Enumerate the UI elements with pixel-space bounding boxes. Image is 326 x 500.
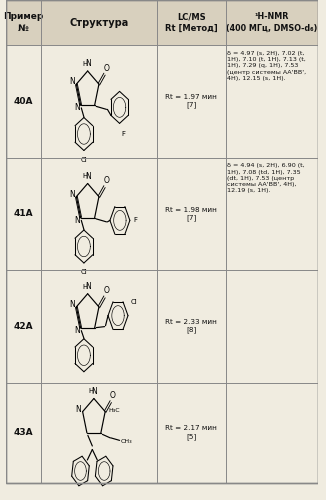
- Bar: [6, 270, 41, 382]
- Text: Cl: Cl: [81, 157, 87, 163]
- Bar: [41, 45, 157, 158]
- Text: Cl: Cl: [81, 270, 87, 276]
- Bar: [6, 158, 41, 270]
- Text: H: H: [88, 388, 94, 394]
- Bar: [226, 0, 318, 45]
- Text: O: O: [103, 176, 109, 185]
- Bar: [6, 0, 41, 45]
- Text: N: N: [69, 190, 75, 198]
- Text: H: H: [82, 284, 88, 290]
- Bar: [6, 382, 41, 482]
- Text: Rt = 2.17 мин
[5]: Rt = 2.17 мин [5]: [165, 426, 217, 440]
- Bar: [41, 270, 157, 382]
- Text: N: N: [74, 216, 80, 225]
- Text: H: H: [82, 174, 88, 180]
- Text: H: H: [82, 61, 88, 67]
- Bar: [226, 158, 318, 270]
- Text: Rt = 2.33 мин
[8]: Rt = 2.33 мин [8]: [165, 319, 217, 334]
- Bar: [226, 45, 318, 158]
- Text: 41A: 41A: [14, 209, 33, 218]
- Bar: [41, 382, 157, 482]
- Bar: [157, 45, 226, 158]
- Text: 42A: 42A: [14, 322, 33, 330]
- Text: ¹H-NMR
(400 МГц, DMSO-d₆): ¹H-NMR (400 МГц, DMSO-d₆): [226, 12, 317, 32]
- Text: N: N: [91, 387, 97, 396]
- Bar: [157, 158, 226, 270]
- Text: F: F: [121, 131, 125, 137]
- Text: N: N: [75, 404, 81, 413]
- Text: Структура: Структура: [69, 18, 129, 28]
- Text: O: O: [110, 391, 115, 400]
- Text: H₃C: H₃C: [108, 408, 120, 412]
- Bar: [41, 0, 157, 45]
- Text: 43A: 43A: [14, 428, 33, 437]
- Text: N: N: [69, 77, 75, 86]
- Text: O: O: [103, 64, 109, 72]
- Text: 40A: 40A: [14, 97, 33, 106]
- Text: Cl: Cl: [130, 298, 137, 304]
- Text: LC/MS
Rt [Метод]: LC/MS Rt [Метод]: [165, 12, 217, 32]
- Text: N: N: [85, 60, 91, 68]
- Text: Rt = 1.98 мин
[7]: Rt = 1.98 мин [7]: [165, 206, 217, 221]
- Text: δ = 4.94 (s, 2H), 6.90 (t,
1H), 7.08 (td, 1H), 7.35
(dt, 1H), 7.53 (центр
систем: δ = 4.94 (s, 2H), 6.90 (t, 1H), 7.08 (td…: [228, 164, 305, 194]
- Text: O: O: [103, 286, 109, 296]
- Bar: [157, 382, 226, 482]
- Text: N: N: [85, 282, 91, 291]
- Text: N: N: [69, 300, 75, 309]
- Bar: [41, 158, 157, 270]
- Bar: [226, 382, 318, 482]
- Text: N: N: [74, 104, 80, 112]
- Text: CH₃: CH₃: [121, 440, 132, 444]
- Bar: [157, 0, 226, 45]
- Text: N: N: [85, 172, 91, 181]
- Text: δ = 4.97 (s, 2H), 7.02 (t,
1H), 7.10 (t, 1H), 7.13 (t,
1H), 7.29 (q, 1H), 7.53
(: δ = 4.97 (s, 2H), 7.02 (t, 1H), 7.10 (t,…: [228, 51, 306, 81]
- Text: Rt = 1.97 мин
[7]: Rt = 1.97 мин [7]: [165, 94, 217, 108]
- Bar: [6, 45, 41, 158]
- Bar: [226, 270, 318, 382]
- Bar: [157, 270, 226, 382]
- Text: N: N: [74, 326, 80, 335]
- Text: F: F: [133, 218, 138, 224]
- Text: Пример
№: Пример №: [3, 12, 44, 32]
